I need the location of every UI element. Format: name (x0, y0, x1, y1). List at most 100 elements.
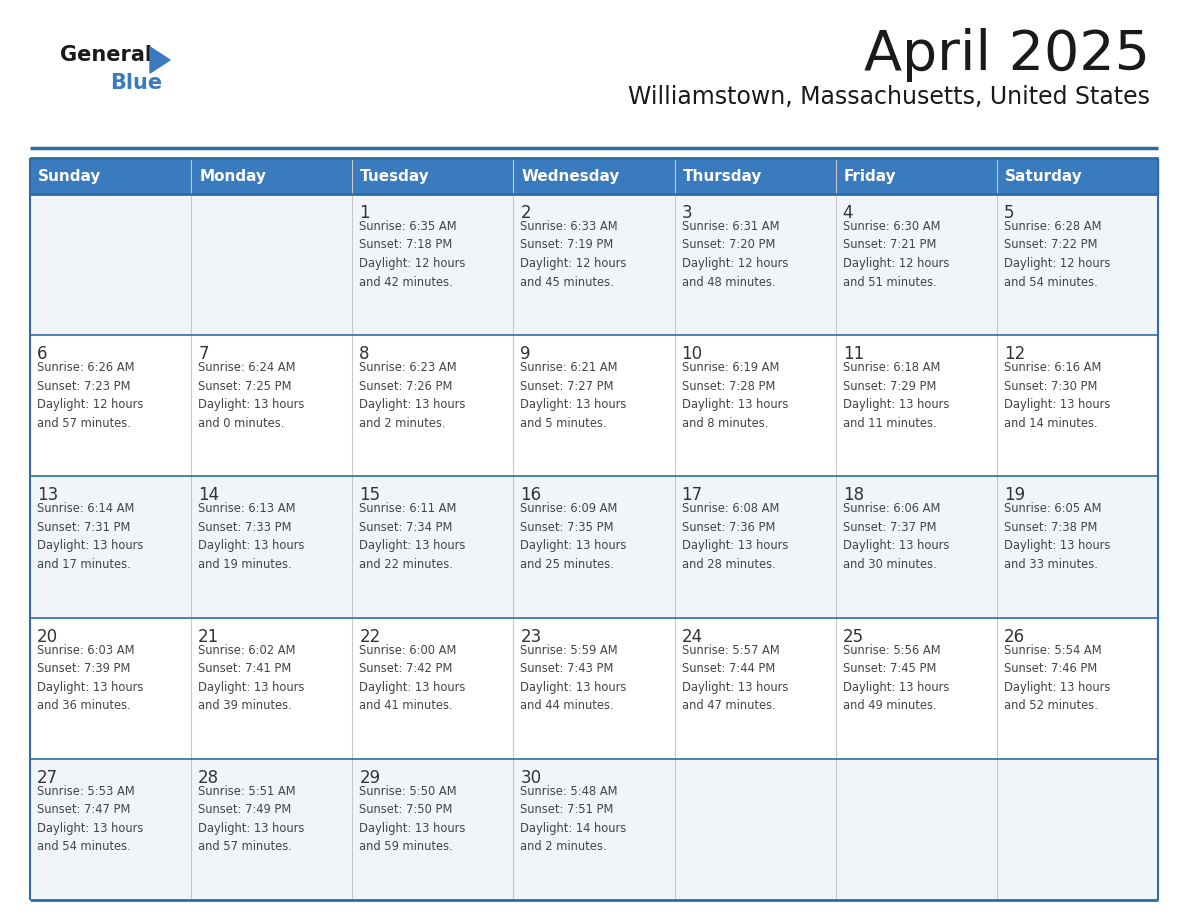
Text: Friday: Friday (843, 169, 896, 184)
Bar (353, 335, 513, 476)
Text: Sunrise: 6:28 AM
Sunset: 7:22 PM
Daylight: 12 hours
and 54 minutes.: Sunrise: 6:28 AM Sunset: 7:22 PM Dayligh… (1004, 220, 1111, 288)
Text: 6: 6 (37, 345, 48, 364)
Text: 2: 2 (520, 204, 531, 222)
Text: 21: 21 (198, 628, 220, 645)
Text: Wednesday: Wednesday (522, 169, 620, 184)
Text: 13: 13 (37, 487, 58, 504)
Text: Tuesday: Tuesday (360, 169, 430, 184)
Bar (191, 476, 353, 618)
Text: Sunrise: 6:35 AM
Sunset: 7:18 PM
Daylight: 12 hours
and 42 minutes.: Sunrise: 6:35 AM Sunset: 7:18 PM Dayligh… (359, 220, 466, 288)
Text: Sunrise: 6:13 AM
Sunset: 7:33 PM
Daylight: 13 hours
and 19 minutes.: Sunrise: 6:13 AM Sunset: 7:33 PM Dayligh… (198, 502, 304, 571)
Bar (30, 759, 191, 900)
Text: Sunrise: 6:05 AM
Sunset: 7:38 PM
Daylight: 13 hours
and 33 minutes.: Sunrise: 6:05 AM Sunset: 7:38 PM Dayligh… (1004, 502, 1111, 571)
Text: 1: 1 (359, 204, 369, 222)
Bar (997, 158, 1158, 194)
Text: Sunrise: 6:33 AM
Sunset: 7:19 PM
Daylight: 12 hours
and 45 minutes.: Sunrise: 6:33 AM Sunset: 7:19 PM Dayligh… (520, 220, 627, 288)
Bar (353, 759, 513, 900)
Bar (835, 759, 997, 900)
Text: Sunrise: 5:57 AM
Sunset: 7:44 PM
Daylight: 13 hours
and 47 minutes.: Sunrise: 5:57 AM Sunset: 7:44 PM Dayligh… (682, 644, 788, 712)
Bar (191, 618, 353, 759)
Bar (997, 335, 1158, 476)
Text: Sunrise: 6:19 AM
Sunset: 7:28 PM
Daylight: 13 hours
and 8 minutes.: Sunrise: 6:19 AM Sunset: 7:28 PM Dayligh… (682, 361, 788, 430)
Text: 10: 10 (682, 345, 702, 364)
Text: 4: 4 (842, 204, 853, 222)
Text: Sunrise: 5:48 AM
Sunset: 7:51 PM
Daylight: 14 hours
and 2 minutes.: Sunrise: 5:48 AM Sunset: 7:51 PM Dayligh… (520, 785, 627, 854)
Text: Sunrise: 6:30 AM
Sunset: 7:21 PM
Daylight: 12 hours
and 51 minutes.: Sunrise: 6:30 AM Sunset: 7:21 PM Dayligh… (842, 220, 949, 288)
Bar (675, 618, 835, 759)
Text: 7: 7 (198, 345, 209, 364)
Text: Sunrise: 6:08 AM
Sunset: 7:36 PM
Daylight: 13 hours
and 28 minutes.: Sunrise: 6:08 AM Sunset: 7:36 PM Dayligh… (682, 502, 788, 571)
Bar (675, 158, 835, 194)
Bar (513, 194, 675, 335)
Text: 29: 29 (359, 768, 380, 787)
Text: Sunrise: 5:56 AM
Sunset: 7:45 PM
Daylight: 13 hours
and 49 minutes.: Sunrise: 5:56 AM Sunset: 7:45 PM Dayligh… (842, 644, 949, 712)
Bar (997, 476, 1158, 618)
Bar (835, 335, 997, 476)
Text: 16: 16 (520, 487, 542, 504)
Text: Thursday: Thursday (683, 169, 762, 184)
Bar (675, 476, 835, 618)
Text: Sunrise: 6:11 AM
Sunset: 7:34 PM
Daylight: 13 hours
and 22 minutes.: Sunrise: 6:11 AM Sunset: 7:34 PM Dayligh… (359, 502, 466, 571)
Text: 30: 30 (520, 768, 542, 787)
Text: 19: 19 (1004, 487, 1025, 504)
Text: 28: 28 (198, 768, 220, 787)
Text: Sunrise: 6:23 AM
Sunset: 7:26 PM
Daylight: 13 hours
and 2 minutes.: Sunrise: 6:23 AM Sunset: 7:26 PM Dayligh… (359, 361, 466, 430)
Bar (513, 618, 675, 759)
Bar (835, 618, 997, 759)
Text: Sunrise: 5:59 AM
Sunset: 7:43 PM
Daylight: 13 hours
and 44 minutes.: Sunrise: 5:59 AM Sunset: 7:43 PM Dayligh… (520, 644, 627, 712)
Text: Sunrise: 6:18 AM
Sunset: 7:29 PM
Daylight: 13 hours
and 11 minutes.: Sunrise: 6:18 AM Sunset: 7:29 PM Dayligh… (842, 361, 949, 430)
Bar (997, 194, 1158, 335)
Bar (513, 759, 675, 900)
Text: 11: 11 (842, 345, 864, 364)
Text: 9: 9 (520, 345, 531, 364)
Text: 24: 24 (682, 628, 702, 645)
Text: 25: 25 (842, 628, 864, 645)
Text: 22: 22 (359, 628, 380, 645)
Text: 12: 12 (1004, 345, 1025, 364)
Bar (353, 476, 513, 618)
Text: Sunrise: 6:16 AM
Sunset: 7:30 PM
Daylight: 13 hours
and 14 minutes.: Sunrise: 6:16 AM Sunset: 7:30 PM Dayligh… (1004, 361, 1111, 430)
Bar (30, 158, 191, 194)
Bar (513, 158, 675, 194)
Bar (191, 335, 353, 476)
Bar (30, 476, 191, 618)
Text: Saturday: Saturday (1005, 169, 1082, 184)
Bar (513, 476, 675, 618)
Text: Sunrise: 6:31 AM
Sunset: 7:20 PM
Daylight: 12 hours
and 48 minutes.: Sunrise: 6:31 AM Sunset: 7:20 PM Dayligh… (682, 220, 788, 288)
Bar (997, 759, 1158, 900)
Text: Sunrise: 6:21 AM
Sunset: 7:27 PM
Daylight: 13 hours
and 5 minutes.: Sunrise: 6:21 AM Sunset: 7:27 PM Dayligh… (520, 361, 627, 430)
Text: 17: 17 (682, 487, 702, 504)
Text: Sunrise: 6:26 AM
Sunset: 7:23 PM
Daylight: 12 hours
and 57 minutes.: Sunrise: 6:26 AM Sunset: 7:23 PM Dayligh… (37, 361, 144, 430)
Text: 8: 8 (359, 345, 369, 364)
Text: Sunrise: 6:02 AM
Sunset: 7:41 PM
Daylight: 13 hours
and 39 minutes.: Sunrise: 6:02 AM Sunset: 7:41 PM Dayligh… (198, 644, 304, 712)
Text: Sunrise: 5:50 AM
Sunset: 7:50 PM
Daylight: 13 hours
and 59 minutes.: Sunrise: 5:50 AM Sunset: 7:50 PM Dayligh… (359, 785, 466, 854)
Text: 15: 15 (359, 487, 380, 504)
Text: Williamstown, Massachusetts, United States: Williamstown, Massachusetts, United Stat… (628, 85, 1150, 109)
Bar (30, 335, 191, 476)
Bar (191, 759, 353, 900)
Bar (191, 158, 353, 194)
Text: 27: 27 (37, 768, 58, 787)
Text: 5: 5 (1004, 204, 1015, 222)
Text: Sunrise: 6:03 AM
Sunset: 7:39 PM
Daylight: 13 hours
and 36 minutes.: Sunrise: 6:03 AM Sunset: 7:39 PM Dayligh… (37, 644, 144, 712)
Polygon shape (150, 47, 170, 73)
Bar (835, 476, 997, 618)
Bar (30, 618, 191, 759)
Bar (997, 618, 1158, 759)
Text: Sunrise: 6:00 AM
Sunset: 7:42 PM
Daylight: 13 hours
and 41 minutes.: Sunrise: 6:00 AM Sunset: 7:42 PM Dayligh… (359, 644, 466, 712)
Bar (513, 335, 675, 476)
Text: Monday: Monday (200, 169, 266, 184)
Text: 14: 14 (198, 487, 220, 504)
Text: General: General (61, 45, 152, 65)
Text: Sunrise: 6:14 AM
Sunset: 7:31 PM
Daylight: 13 hours
and 17 minutes.: Sunrise: 6:14 AM Sunset: 7:31 PM Dayligh… (37, 502, 144, 571)
Text: Sunrise: 6:06 AM
Sunset: 7:37 PM
Daylight: 13 hours
and 30 minutes.: Sunrise: 6:06 AM Sunset: 7:37 PM Dayligh… (842, 502, 949, 571)
Bar (353, 158, 513, 194)
Text: 3: 3 (682, 204, 693, 222)
Text: 23: 23 (520, 628, 542, 645)
Text: Blue: Blue (110, 73, 162, 93)
Bar (191, 194, 353, 335)
Text: Sunrise: 5:54 AM
Sunset: 7:46 PM
Daylight: 13 hours
and 52 minutes.: Sunrise: 5:54 AM Sunset: 7:46 PM Dayligh… (1004, 644, 1111, 712)
Bar (675, 194, 835, 335)
Text: 18: 18 (842, 487, 864, 504)
Bar (675, 335, 835, 476)
